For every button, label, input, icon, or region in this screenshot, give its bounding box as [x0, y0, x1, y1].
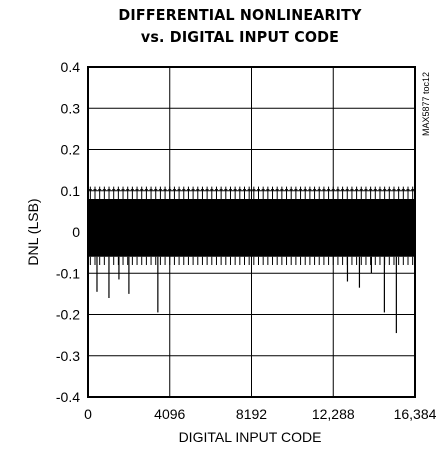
y-tick-label: 0.1 [61, 183, 81, 199]
x-tick-label: 12,288 [312, 406, 355, 422]
y-tick-label: -0.4 [56, 389, 80, 405]
chart-subtitle: vs. DIGITAL INPUT CODE [140, 28, 340, 46]
y-axis-ticks: -0.4 -0.3 -0.2 -0.1 0 0.1 0.2 0.3 0.4 [56, 59, 80, 405]
y-tick-label: -0.3 [56, 348, 80, 364]
part-number-watermark: MAX5877 toc12 [421, 72, 431, 136]
y-axis-label: DNL (LSB) [25, 198, 41, 265]
y-tick-label: 0.4 [61, 59, 81, 75]
y-tick-label: -0.2 [56, 307, 80, 323]
plot-frame [87, 66, 416, 398]
x-tick-label: 8192 [236, 406, 267, 422]
y-tick-label: 0 [72, 224, 80, 240]
x-axis-ticks: 0 4096 8192 12,288 16,384 [84, 406, 437, 422]
chart-title: DIFFERENTIAL NONLINEARITY [118, 6, 362, 24]
dnl-dense-band [89, 199, 414, 257]
x-tick-label: 4096 [154, 406, 185, 422]
x-tick-label: 16,384 [394, 406, 437, 422]
y-tick-label: 0.3 [61, 100, 81, 116]
y-tick-label: 0.2 [61, 142, 81, 158]
x-axis-label: DIGITAL INPUT CODE [179, 429, 322, 445]
y-tick-label: -0.1 [56, 265, 80, 281]
dnl-series [88, 186, 415, 334]
x-tick-label: 0 [84, 406, 92, 422]
